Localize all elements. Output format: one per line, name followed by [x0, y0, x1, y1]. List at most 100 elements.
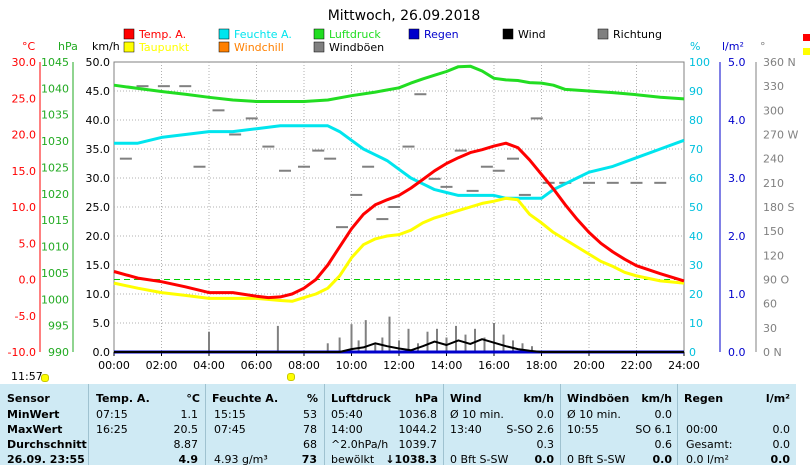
header-press: Luftdruck	[331, 392, 391, 405]
y-tick-label: 0 N	[763, 346, 782, 359]
x-tick-label: 10:00	[336, 359, 368, 372]
rain-value: 0.0	[772, 438, 791, 451]
x-tick-label: 06:00	[241, 359, 273, 372]
direction-point	[480, 165, 493, 168]
y-tick-label: 3.0	[728, 172, 746, 185]
y-tick-label: 150	[763, 225, 784, 238]
direction-point	[179, 85, 192, 88]
temp-time: 07:15	[96, 408, 128, 421]
series-line-feuchte-a-	[114, 124, 685, 200]
y-tick-label: 5.0	[728, 56, 746, 69]
y-tick-label: 1015	[41, 214, 69, 227]
hum-value: 68	[303, 438, 317, 451]
temp-value: 1.1	[180, 408, 199, 421]
press-value: 1039.7	[398, 438, 438, 451]
direction-point	[606, 181, 619, 184]
direction-point	[279, 169, 291, 172]
press-value: ↓1038.3	[385, 453, 437, 465]
col-separator	[677, 384, 678, 465]
direction-point	[362, 165, 375, 168]
y-tick-label: 30	[689, 259, 703, 272]
direction-point	[262, 145, 275, 148]
rain-text: 00:00	[686, 423, 718, 436]
direction-point	[324, 157, 337, 160]
col-separator	[88, 384, 89, 465]
y-tick-label: 2.0	[728, 230, 746, 243]
wind-text: Ø 10 min.	[450, 408, 504, 421]
col-separator	[560, 384, 561, 465]
legend-swatch	[408, 28, 420, 40]
gust-text: Ø 10 min.	[567, 408, 621, 421]
y-tick-label: 25.0	[86, 201, 111, 214]
y-tick-label: 180 S	[763, 201, 794, 214]
series-line-luftdruck	[113, 64, 685, 103]
legend-swatch	[218, 41, 230, 53]
y-tick-label: 60	[689, 172, 703, 185]
direction-point	[376, 218, 389, 221]
col-separator	[205, 384, 206, 465]
y-tick-label: 50	[689, 201, 703, 214]
x-tick-label: 08:00	[288, 359, 320, 372]
y-tick-label: 1020	[41, 188, 69, 201]
y-tick-label: 1045	[41, 56, 69, 69]
direction-point	[298, 165, 310, 168]
weather-chart: Mittwoch, 26.09.2018 Temp. A. Feuchte A. L…	[7, 8, 810, 372]
wind-value: 0.3	[536, 438, 555, 451]
y-tick-label: 30	[763, 322, 777, 335]
y-tick-label: 20.0	[86, 230, 111, 243]
y-tick-label: 120	[763, 249, 784, 262]
y-tick-label: 1030	[41, 135, 69, 148]
x-tick-label: 22:00	[621, 359, 653, 372]
y-tick-label: 270 W	[763, 129, 798, 142]
y-tick-label: 10.0	[12, 201, 37, 214]
y-tick-label: 20.0	[12, 129, 37, 142]
x-tick-label: 14:00	[431, 359, 463, 372]
rain-value: 0.0	[772, 423, 791, 436]
y-tick-label: 1010	[41, 241, 69, 254]
rain-text: Gesamt:	[686, 438, 733, 451]
direction-point	[440, 185, 453, 188]
row-label: Durchschnitt	[7, 438, 87, 451]
header-sensor: Sensor	[7, 392, 50, 405]
wind-text: 0 Bft S-SW	[450, 453, 509, 465]
direction-point	[193, 165, 206, 168]
direction-point	[229, 133, 242, 136]
temp-value: 4.9	[178, 453, 199, 465]
chart-series	[113, 64, 685, 354]
row-label: 26.09. 23:55	[7, 453, 85, 465]
x-tick-label: 04:00	[193, 359, 225, 372]
header-gust-unit: km/h	[641, 392, 672, 405]
direction-point	[630, 181, 643, 184]
legend-label: Feuchte A.	[234, 28, 292, 41]
y-tick-label: 20	[689, 288, 703, 301]
legend-swatch	[502, 28, 514, 40]
axis-unit-label: l/m²	[722, 40, 744, 53]
y-tick-label: 995	[48, 320, 69, 333]
y-tick-label: 1.0	[728, 288, 746, 301]
chart-title: Mittwoch, 26.09.2018	[328, 8, 481, 24]
hum-value: 73	[301, 453, 317, 465]
rain-text: 0.0 l/m²	[686, 453, 729, 465]
direction-point	[245, 117, 258, 120]
legend-swatch	[218, 28, 230, 40]
legend-swatch	[123, 41, 135, 53]
legend-label: Windböen	[329, 41, 384, 54]
direction-point	[530, 117, 543, 120]
hum-value: 53	[303, 408, 317, 421]
direction-point	[212, 109, 225, 112]
y-tick-label: 5.0	[93, 317, 111, 330]
direction-point	[119, 157, 132, 160]
rain-value: 0.0	[770, 453, 791, 465]
edge-swatch	[803, 48, 810, 55]
press-time: bewölkt	[331, 453, 375, 465]
gust-text: 0 Bft S-SW	[567, 453, 626, 465]
y-tick-label: 40	[689, 230, 703, 243]
header-rain-unit: l/m²	[765, 392, 790, 405]
temp-value: 20.5	[173, 423, 199, 436]
time-marker-dot	[41, 374, 49, 382]
axis-unit-label: km/h	[92, 40, 120, 53]
axis-unit-label: hPa	[58, 40, 78, 53]
y-tick-label: 40.0	[86, 114, 111, 127]
direction-point	[136, 85, 149, 88]
row-label: MinWert	[7, 408, 60, 421]
